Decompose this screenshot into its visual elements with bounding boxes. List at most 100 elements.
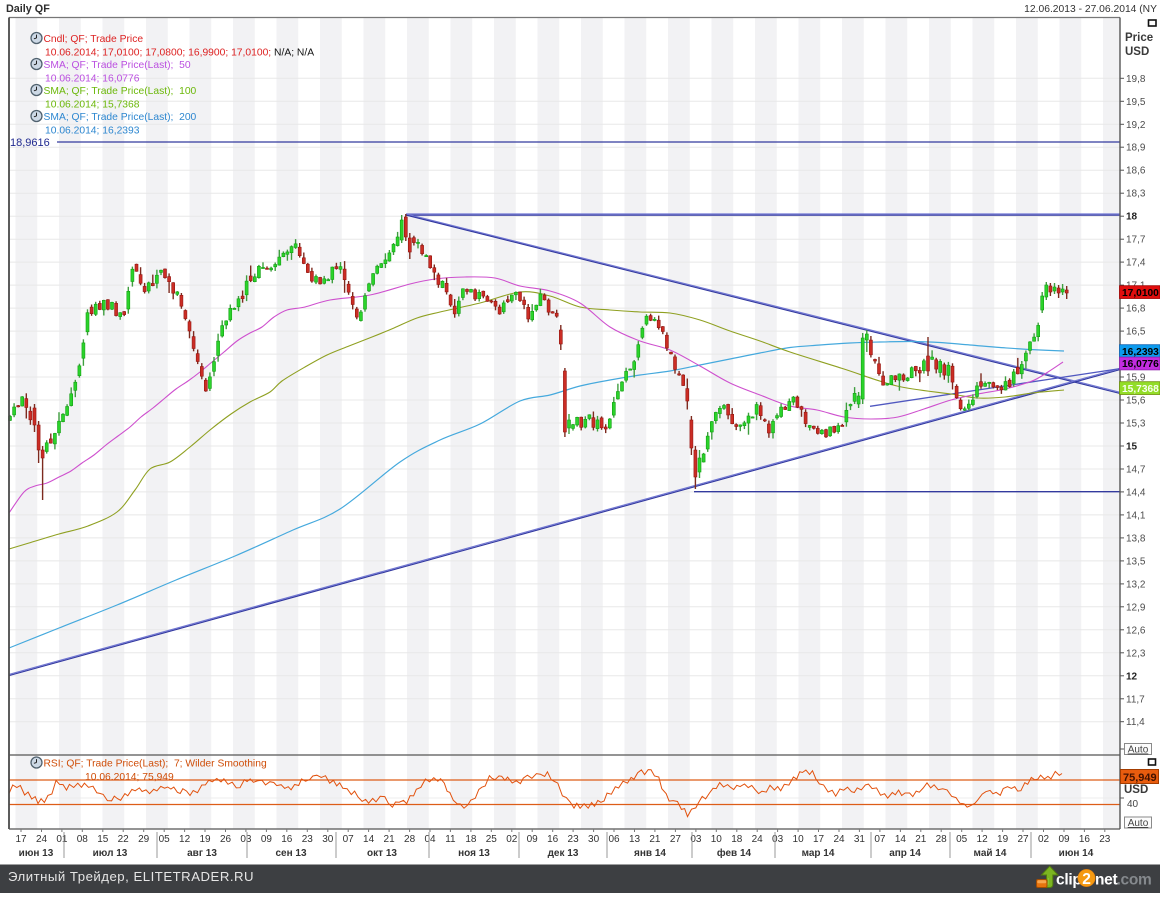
svg-text:июн 14: июн 14 [1059, 848, 1094, 859]
svg-text:16: 16 [547, 834, 559, 845]
svg-text:18,6: 18,6 [1126, 166, 1146, 177]
svg-text:10: 10 [711, 834, 723, 845]
svg-text:14: 14 [363, 834, 375, 845]
svg-text:SMA; QF; Trade Price(Last); 1: SMA; QF; Trade Price(Last); 100 [44, 86, 197, 97]
svg-text:23: 23 [302, 834, 314, 845]
svg-text:12,6: 12,6 [1126, 625, 1146, 636]
svg-text:16,8: 16,8 [1126, 304, 1146, 315]
svg-text:08: 08 [77, 834, 89, 845]
svg-text:дек 13: дек 13 [548, 848, 579, 859]
svg-text:июн 13: июн 13 [19, 848, 54, 859]
svg-text:05: 05 [956, 834, 968, 845]
svg-text:75,949: 75,949 [1123, 772, 1157, 784]
svg-text:16,5: 16,5 [1126, 327, 1146, 338]
svg-text:RSI; QF; Trade Price(Last); 7: RSI; QF; Trade Price(Last); 7; Wilder Sm… [44, 759, 267, 770]
svg-text:12: 12 [179, 834, 191, 845]
svg-text:03: 03 [772, 834, 784, 845]
svg-text:02: 02 [506, 834, 518, 845]
svg-text:Daily QF: Daily QF [6, 3, 50, 15]
svg-text:19,5: 19,5 [1126, 97, 1146, 108]
svg-text:11,4: 11,4 [1126, 717, 1145, 728]
svg-text:02: 02 [1038, 834, 1050, 845]
svg-text:10.06.2014; 16,0776: 10.06.2014; 16,0776 [45, 74, 140, 85]
svg-text:сен 13: сен 13 [275, 848, 307, 859]
svg-text:16: 16 [1079, 834, 1091, 845]
svg-text:18,3: 18,3 [1126, 189, 1146, 200]
svg-text:04: 04 [424, 834, 436, 845]
svg-text:17,7: 17,7 [1126, 235, 1146, 246]
svg-text:17,0100: 17,0100 [1122, 288, 1159, 299]
svg-text:18: 18 [731, 834, 743, 845]
svg-text:05: 05 [159, 834, 171, 845]
svg-text:24: 24 [833, 834, 845, 845]
svg-text:16: 16 [281, 834, 293, 845]
svg-text:17: 17 [15, 834, 27, 845]
svg-text:23: 23 [1099, 834, 1111, 845]
svg-text:USD: USD [1124, 784, 1148, 796]
svg-text:17: 17 [813, 834, 825, 845]
svg-text:май 14: май 14 [974, 848, 1007, 859]
svg-text:09: 09 [261, 834, 273, 845]
svg-text:28: 28 [404, 834, 416, 845]
svg-text:11,7: 11,7 [1126, 694, 1145, 705]
svg-text:40: 40 [1127, 799, 1139, 810]
svg-text:апр 14: апр 14 [889, 848, 921, 859]
svg-text:12,9: 12,9 [1126, 602, 1146, 613]
svg-text:23: 23 [568, 834, 580, 845]
svg-text:13: 13 [629, 834, 641, 845]
svg-text:30: 30 [588, 834, 600, 845]
svg-text:26: 26 [220, 834, 232, 845]
svg-text:USD: USD [1125, 46, 1149, 58]
svg-text:30: 30 [322, 834, 334, 845]
svg-text:SMA; QF; Trade Price(Last); 2: SMA; QF; Trade Price(Last); 200 [44, 112, 197, 123]
svg-text:14,1: 14,1 [1126, 510, 1146, 521]
svg-text:Cndl; QF; Trade Price: Cndl; QF; Trade Price [44, 34, 144, 45]
svg-text:25: 25 [486, 834, 498, 845]
svg-text:12: 12 [977, 834, 989, 845]
svg-text:13,5: 13,5 [1126, 556, 1146, 567]
svg-text:июл 13: июл 13 [93, 848, 128, 859]
svg-text:15,3: 15,3 [1126, 419, 1146, 430]
svg-text:18: 18 [1126, 212, 1138, 223]
svg-text:10.06.2014; 75,949: 10.06.2014; 75,949 [85, 772, 174, 783]
svg-text:19,8: 19,8 [1126, 74, 1146, 85]
svg-text:Price: Price [1125, 32, 1153, 44]
svg-text:фев 14: фев 14 [717, 847, 752, 859]
svg-text:21: 21 [915, 834, 927, 845]
svg-text:net: net [1095, 872, 1117, 889]
svg-text:24: 24 [752, 834, 764, 845]
svg-text:11: 11 [445, 834, 456, 845]
svg-text:12.06.2013 - 27.06.2014 (NY: 12.06.2013 - 27.06.2014 (NY [1024, 4, 1157, 15]
svg-text:.com: .com [1117, 872, 1152, 889]
svg-text:10.06.2014; 16,2393: 10.06.2014; 16,2393 [45, 126, 140, 137]
svg-text:17,4: 17,4 [1126, 258, 1146, 269]
svg-text:13,2: 13,2 [1126, 579, 1146, 590]
svg-text:15: 15 [97, 834, 109, 845]
svg-text:2: 2 [1082, 871, 1091, 888]
svg-text:12: 12 [1126, 671, 1138, 682]
svg-text:19,2: 19,2 [1126, 120, 1146, 131]
svg-text:12,3: 12,3 [1126, 648, 1146, 659]
svg-text:Auto: Auto [1128, 818, 1149, 829]
svg-text:24: 24 [36, 834, 48, 845]
svg-text:09: 09 [527, 834, 539, 845]
svg-text:19: 19 [997, 834, 1009, 845]
svg-text:06: 06 [608, 834, 620, 845]
svg-text:18,9616: 18,9616 [10, 137, 50, 149]
svg-text:мар 14: мар 14 [802, 848, 835, 859]
svg-text:07: 07 [343, 834, 355, 845]
svg-text:14: 14 [895, 834, 907, 845]
svg-text:27: 27 [670, 834, 682, 845]
svg-text:18,9: 18,9 [1126, 143, 1146, 154]
svg-text:19: 19 [199, 834, 211, 845]
svg-text:10.06.2014; 17,0100; 17,0800;: 10.06.2014; 17,0100; 17,0800; 16,9900; 1… [45, 48, 314, 59]
svg-text:Элитный Трейдер, ELITETRADER.R: Элитный Трейдер, ELITETRADER.RU [8, 869, 254, 884]
svg-text:29: 29 [138, 834, 150, 845]
svg-text:21: 21 [384, 834, 396, 845]
svg-text:16,2393: 16,2393 [1122, 347, 1159, 358]
svg-text:09: 09 [1058, 834, 1070, 845]
svg-text:SMA; QF; Trade Price(Last); 5: SMA; QF; Trade Price(Last); 50 [44, 60, 191, 71]
svg-text:21: 21 [649, 834, 661, 845]
svg-text:18: 18 [465, 834, 477, 845]
svg-text:16,0776: 16,0776 [1122, 359, 1159, 370]
